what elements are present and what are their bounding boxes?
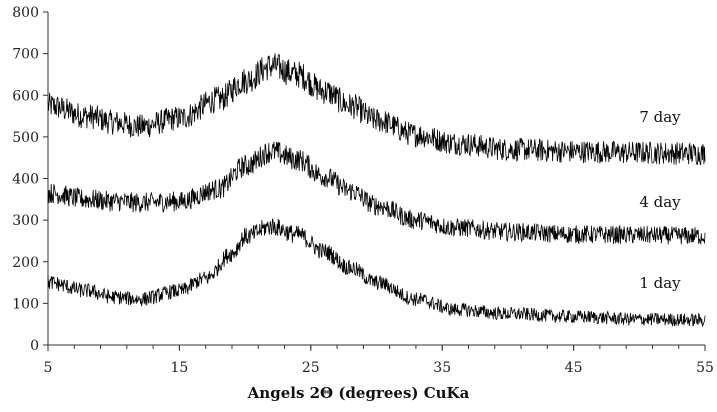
x-tick-label: 35 xyxy=(433,360,451,376)
series-label: 4 day xyxy=(639,193,681,211)
y-axis: 0 100 200 300 400 500 600 700 800 xyxy=(12,5,49,354)
x-tick-label: 45 xyxy=(565,360,583,376)
y-tick-label: 200 xyxy=(12,255,39,271)
y-tick-label: 700 xyxy=(12,47,39,63)
y-tick-label: 0 xyxy=(30,338,39,354)
series-label: 7 day xyxy=(639,108,681,126)
y-tick-label: 100 xyxy=(12,296,39,312)
x-axis: 5 15 25 35 45 55 xyxy=(44,344,714,376)
series-layer xyxy=(47,53,706,328)
series-line-4-day xyxy=(47,141,706,245)
y-tick-label: 300 xyxy=(12,213,39,229)
x-tick-label: 55 xyxy=(696,360,714,376)
x-tick-label: 15 xyxy=(170,360,188,376)
y-tick-label: 500 xyxy=(12,130,39,146)
y-tick-label: 800 xyxy=(12,5,39,21)
series-labels: 7 day 4 day 1 day xyxy=(639,108,681,292)
series-line-7-day xyxy=(47,53,706,166)
y-tick-label: 600 xyxy=(12,88,39,104)
series-label: 1 day xyxy=(639,274,681,292)
y-tick-label: 400 xyxy=(12,172,39,188)
x-tick-label: 5 xyxy=(44,360,53,376)
x-axis-title: Angels 2Θ (degrees) CuKa xyxy=(247,384,470,402)
series-line-1-day xyxy=(47,218,706,328)
x-tick-label: 25 xyxy=(302,360,320,376)
